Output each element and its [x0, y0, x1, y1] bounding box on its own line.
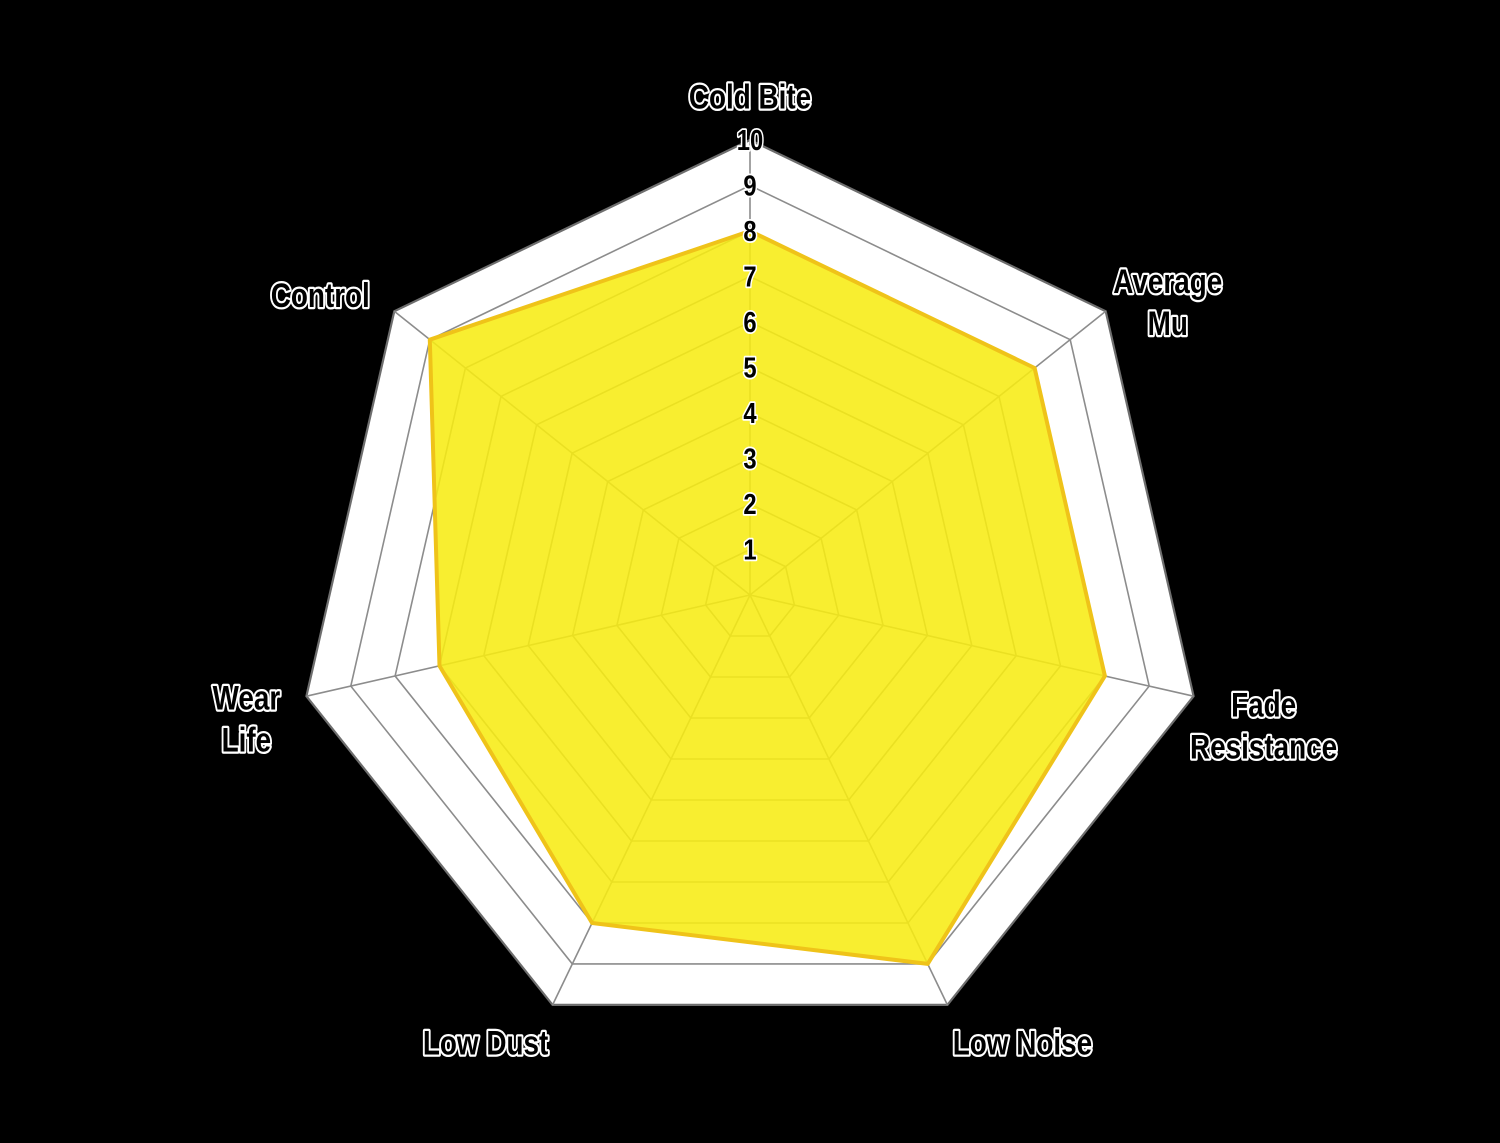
tick-label-5: 5: [743, 351, 756, 384]
axis-label-low-dust: Low Dust: [423, 1024, 548, 1062]
axis-label-average-mu-line2: Mu: [1148, 304, 1188, 342]
data-polygon: [427, 229, 1107, 966]
axis-label-fade-resistance-line2: Resistance: [1190, 728, 1337, 766]
tick-label-6: 6: [743, 306, 756, 339]
axis-label-control: Control: [271, 276, 370, 314]
axis-label-fade-resistance-line1: Fade: [1231, 686, 1296, 724]
tick-label-2: 2: [743, 488, 756, 521]
tick-label-4: 4: [743, 397, 756, 430]
tick-label-1: 1: [743, 533, 756, 566]
grid-ring-10: [305, 138, 1195, 1007]
grid-ring-9: [349, 184, 1151, 965]
tick-label-9: 9: [743, 169, 756, 202]
axis-label-wear-life-line1: Wear: [213, 679, 281, 717]
axis-label-cold-bite: Cold Bite: [689, 78, 811, 116]
tick-label-7: 7: [743, 260, 756, 293]
axis-label-average-mu-line1: Average: [1113, 262, 1222, 300]
tick-label-10: 10: [737, 124, 763, 157]
axis-label-wear-life-line2: Life: [222, 721, 272, 759]
tick-label-3: 3: [743, 442, 756, 475]
axis-label-low-noise: Low Noise: [953, 1024, 1092, 1062]
tick-label-8: 8: [743, 215, 756, 248]
